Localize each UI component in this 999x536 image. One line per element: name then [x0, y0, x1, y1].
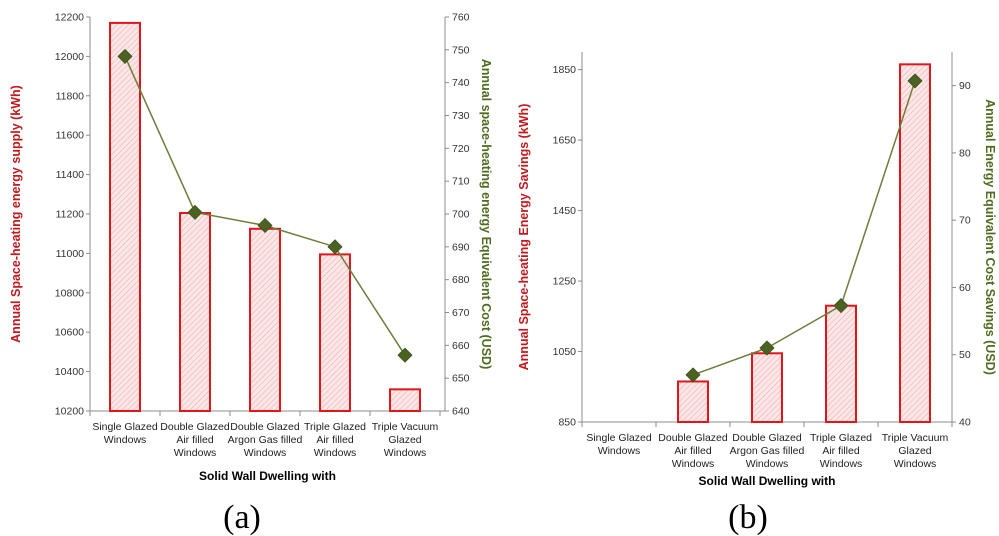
category-label: Air filled — [674, 445, 712, 457]
left-tick-label: 850 — [558, 417, 576, 429]
left-axis-title: Annual Space-heating energy supply (kWh) — [9, 85, 23, 343]
category-label: Windows — [104, 434, 147, 446]
bar — [899, 63, 931, 423]
cost-point-marker — [327, 239, 343, 255]
left-tick-label: 10400 — [55, 366, 84, 378]
category-label: Windows — [672, 458, 715, 470]
category-label: Air filled — [176, 434, 214, 446]
cost-point-marker — [685, 367, 701, 383]
right-tick-label: 730 — [452, 110, 470, 122]
left-tick-label: 11800 — [56, 90, 85, 102]
category-label: Windows — [598, 445, 641, 457]
category-label: Windows — [894, 458, 937, 470]
right-axis-title: Annual space-heating energy Equivalent C… — [479, 59, 493, 369]
cost-point-marker — [117, 48, 133, 64]
right-tick-label: 700 — [452, 209, 470, 221]
left-tick-label: 10600 — [55, 327, 84, 339]
category-label: Glazed — [388, 434, 421, 446]
x-axis-title: Solid Wall Dwelling with — [699, 474, 836, 488]
right-tick-label: 40 — [959, 417, 971, 429]
category-label: Windows — [384, 447, 427, 459]
right-tick-label: 60 — [959, 282, 971, 294]
category-label: Windows — [820, 458, 863, 470]
right-tick-label: 640 — [452, 406, 470, 418]
left-tick-label: 12200 — [55, 12, 84, 24]
category-label: Double Glazed — [658, 432, 728, 444]
bar — [751, 352, 783, 423]
right-tick-label: 50 — [959, 349, 971, 361]
category-label: Windows — [174, 447, 217, 459]
right-tick-label: 690 — [452, 241, 470, 253]
category-label: Argon Gas filled — [228, 434, 303, 446]
right-tick-label: 750 — [452, 44, 470, 56]
cost-point-marker — [257, 217, 273, 234]
category-label: Triple Glazed — [810, 432, 872, 444]
panel-label: (a) — [223, 499, 261, 536]
left-tick-label: 1250 — [553, 276, 577, 288]
category-label: Argon Gas filled — [730, 445, 805, 457]
right-tick-label: 90 — [959, 80, 971, 92]
panel-label: (b) — [728, 499, 768, 536]
left-tick-label: 11600 — [56, 130, 85, 142]
left-tick-label: 11200 — [56, 209, 85, 221]
right-axis-title: Annual Energy Equivalent Cost Savings (U… — [983, 99, 997, 375]
category-label: Triple Vacuum — [882, 432, 949, 444]
left-tick-label: 10800 — [55, 287, 84, 299]
bar — [109, 21, 141, 412]
category-label: Air filled — [822, 445, 860, 457]
x-axis-title: Solid Wall Dwelling with — [199, 469, 336, 483]
left-tick-label: 1050 — [553, 346, 577, 358]
bar — [677, 380, 709, 424]
right-tick-label: 80 — [959, 147, 971, 159]
right-tick-label: 760 — [452, 12, 470, 24]
right-tick-label: 70 — [959, 215, 971, 227]
cost-point-marker — [833, 298, 849, 314]
cost-point-marker — [907, 73, 923, 89]
bar — [319, 253, 351, 412]
right-tick-label: 670 — [452, 307, 470, 319]
category-label: Air filled — [316, 434, 354, 446]
category-label: Single Glazed — [586, 432, 652, 444]
chart-panel-a: 10200 10400 10600 10800 11000 11200 11400 11600… — [9, 12, 493, 536]
right-tick-label: 660 — [452, 340, 470, 352]
right-tick-label: 650 — [452, 373, 470, 385]
category-label: Windows — [314, 447, 357, 459]
cost-point-marker — [397, 347, 413, 363]
left-tick-label: 10200 — [55, 406, 84, 418]
right-tick-label: 710 — [452, 176, 470, 188]
category-label: Windows — [244, 447, 287, 459]
right-tick-label: 740 — [452, 77, 470, 89]
cost-series-line — [692, 80, 916, 376]
left-tick-label: 11000 — [56, 248, 85, 260]
bar — [389, 388, 421, 412]
bar — [825, 304, 857, 424]
left-tick-label: 11400 — [56, 169, 85, 181]
right-tick-label: 720 — [452, 143, 470, 155]
category-label: Single Glazed — [92, 421, 158, 433]
category-label: Triple Glazed — [304, 421, 366, 433]
left-tick-label: 1650 — [553, 135, 577, 147]
left-tick-label: 12000 — [55, 51, 84, 63]
chart-panel-b: 850 1050 1250 1450 1650 1850 40 50 60 70 80 90 Singl… — [517, 52, 997, 536]
category-label: Triple Vacuum — [372, 421, 439, 433]
left-tick-label: 1850 — [553, 64, 577, 76]
category-label: Double Glazed — [732, 432, 802, 444]
category-label: Windows — [746, 458, 789, 470]
cost-point-marker — [759, 340, 775, 356]
bar — [179, 212, 211, 412]
category-label: Glazed — [898, 445, 931, 457]
category-label: Double Glazed — [230, 421, 300, 433]
cost-point-marker — [187, 204, 203, 220]
right-tick-label: 680 — [452, 274, 470, 286]
left-tick-label: 1450 — [553, 205, 577, 217]
category-label: Double Glazed — [160, 421, 230, 433]
bar — [249, 227, 281, 412]
left-axis-title: Annual Space-heating Energy Savings (kWh… — [517, 104, 531, 371]
